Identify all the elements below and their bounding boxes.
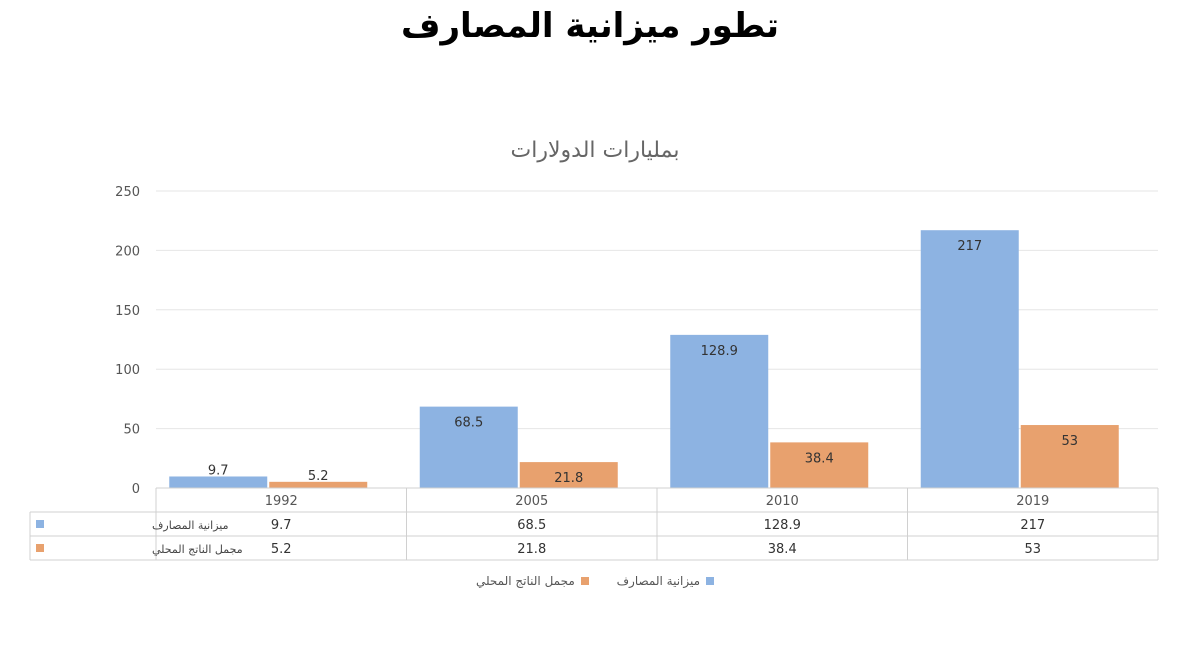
- y-tick-label: 0: [132, 482, 140, 497]
- table-cell: 21.8: [517, 542, 546, 557]
- data-label: 68.5: [454, 416, 483, 431]
- x-tick-label: 2010: [766, 494, 799, 509]
- y-tick-label: 50: [123, 423, 140, 438]
- bar-bank-budget: [920, 230, 1019, 489]
- bar-bank-budget: [169, 476, 268, 488]
- y-tick-label: 100: [115, 363, 140, 378]
- data-label: 128.9: [701, 344, 738, 359]
- bar-gdp: [519, 462, 618, 488]
- y-tick-label: 150: [115, 304, 140, 319]
- chart-legend: ميزانية المصارف مجمل الناتج المحلي: [0, 574, 1190, 588]
- legend-item-gdp: مجمل الناتج المحلي: [476, 574, 589, 588]
- bar-gdp: [269, 481, 368, 488]
- bar-bank-budget: [419, 406, 518, 488]
- legend-swatch-gdp: [580, 577, 589, 585]
- data-label: 5.2: [308, 469, 329, 484]
- data-label: 21.8: [554, 471, 583, 486]
- table-swatch: [36, 544, 44, 552]
- legend-swatch-bank-budget: [706, 577, 715, 585]
- table-cell: 5.2: [271, 542, 292, 557]
- table-cell: 53: [1024, 542, 1041, 557]
- legend-label-bank-budget: ميزانية المصارف: [616, 574, 701, 588]
- y-tick-label: 200: [115, 244, 140, 259]
- bar-bank-budget: [670, 334, 769, 488]
- bar-gdp: [1020, 425, 1119, 488]
- data-label: 9.7: [208, 463, 229, 478]
- chart-title: بمليارات الدولارات: [510, 138, 680, 163]
- bar-gdp: [770, 442, 869, 488]
- table-series-label: مجمل الناتج المحلي: [152, 543, 243, 556]
- table-cell: 217: [1020, 518, 1045, 533]
- table-cell: 9.7: [271, 518, 292, 533]
- data-label: 53: [1061, 434, 1078, 449]
- table-swatch: [36, 520, 44, 528]
- legend-label-gdp: مجمل الناتج المحلي: [475, 574, 575, 588]
- table-cell: 128.9: [764, 518, 801, 533]
- legend-item-bank-budget: ميزانية المصارف: [616, 574, 715, 588]
- table-series-label: ميزانية المصارف: [152, 519, 229, 532]
- x-tick-label: 2019: [1016, 494, 1049, 509]
- y-tick-label: 250: [115, 185, 140, 200]
- x-tick-label: 1992: [265, 494, 298, 509]
- x-tick-label: 2005: [515, 494, 548, 509]
- table-cell: 68.5: [517, 518, 546, 533]
- page-title: تطور ميزانية المصارف: [400, 6, 779, 46]
- data-label: 217: [957, 239, 982, 254]
- table-cell: 38.4: [768, 542, 797, 557]
- data-label: 38.4: [805, 451, 834, 466]
